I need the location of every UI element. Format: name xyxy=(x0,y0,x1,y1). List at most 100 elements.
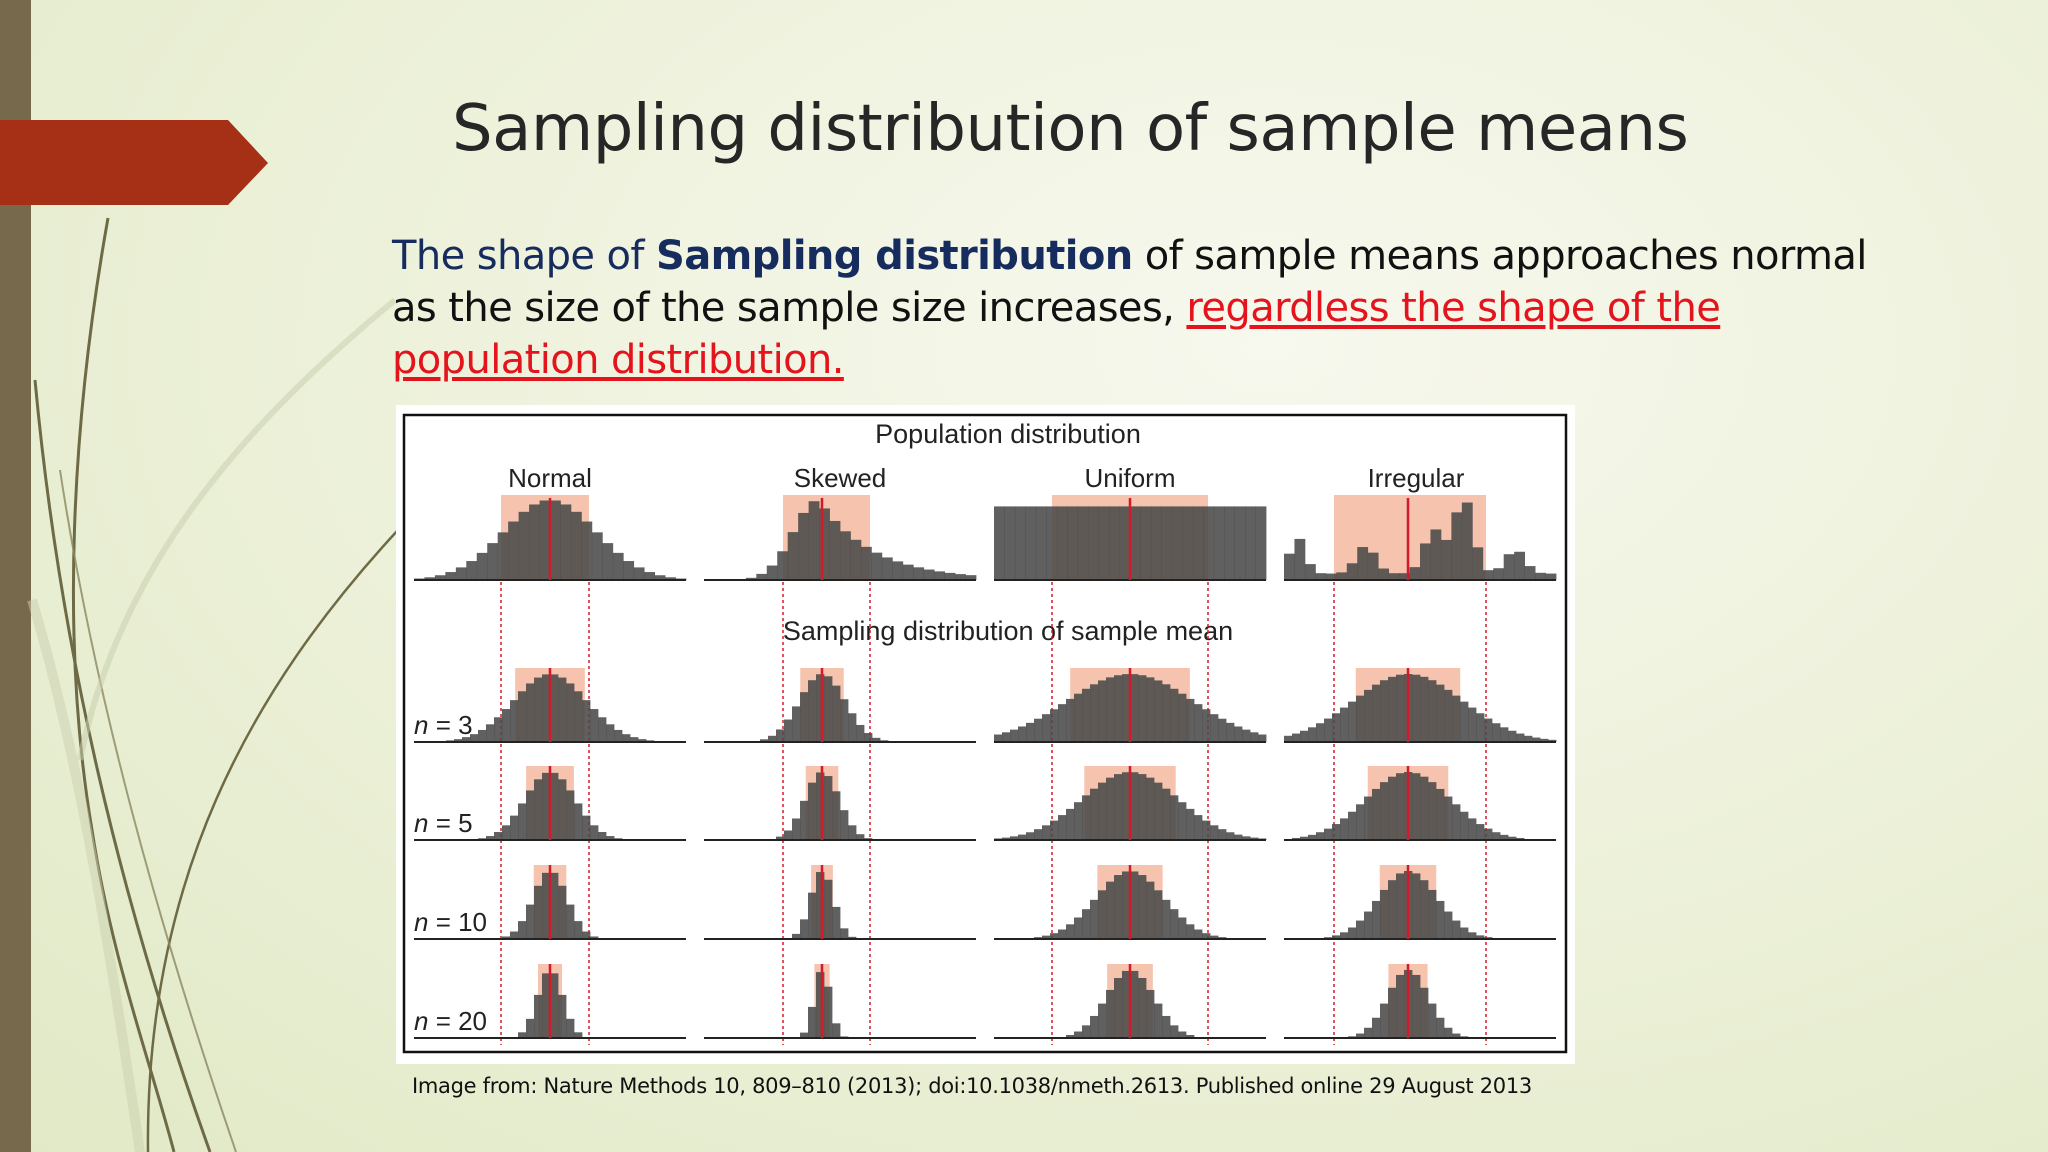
sampling-bar xyxy=(1010,836,1019,840)
sampling-bar xyxy=(558,677,567,742)
sampling-bar xyxy=(1018,834,1027,840)
sampling-bar xyxy=(566,1018,575,1038)
sampling-bar xyxy=(1388,880,1397,939)
sampling-bar xyxy=(824,986,833,1038)
population-bar xyxy=(1535,572,1546,580)
sampling-bar xyxy=(550,872,559,939)
sampling-bar xyxy=(994,734,1003,742)
sampling-bar xyxy=(1412,674,1421,742)
sampling-bar xyxy=(800,800,809,840)
sampling-bar xyxy=(1452,1033,1461,1038)
population-bar xyxy=(623,561,635,580)
sampling-bar xyxy=(1476,713,1485,742)
sampling-bar xyxy=(1146,881,1155,939)
sampling-bar xyxy=(792,706,801,742)
sampling-bar xyxy=(1066,1035,1075,1038)
population-bar xyxy=(955,574,966,580)
population-bar xyxy=(798,512,810,580)
sampling-bar xyxy=(1492,832,1501,840)
sampling-bar xyxy=(542,973,551,1038)
sampling-bar xyxy=(534,779,543,840)
population-bar xyxy=(1440,539,1452,580)
sampling-bar xyxy=(1468,932,1477,939)
sampling-bar xyxy=(1324,718,1333,742)
sampling-bar xyxy=(526,1018,535,1038)
population-bar xyxy=(550,500,561,580)
sampling-bar xyxy=(1074,917,1083,939)
sampling-bar xyxy=(1292,733,1301,742)
population-bar xyxy=(1399,573,1410,580)
sampling-bar xyxy=(582,700,591,742)
population-bar xyxy=(902,564,914,580)
sampling-bar xyxy=(1050,933,1059,939)
sampling-bar xyxy=(574,1032,583,1038)
sampling-bar xyxy=(1284,735,1293,742)
sampling-bar xyxy=(1340,818,1349,840)
sampling-bar xyxy=(558,885,567,939)
sampling-bar xyxy=(1388,776,1397,840)
sampling-bar xyxy=(1178,1031,1187,1038)
population-bar xyxy=(1109,506,1120,580)
sampling-bar xyxy=(1308,727,1317,742)
sampling-bar xyxy=(534,885,543,939)
population-bar xyxy=(829,520,841,580)
population-bar xyxy=(777,551,789,580)
sampling-bar xyxy=(1444,796,1453,840)
sampling-bar xyxy=(510,931,519,939)
population-bar xyxy=(1171,506,1183,580)
sampling-bar xyxy=(1194,929,1203,939)
sampling-bar xyxy=(1420,776,1429,840)
population-bar xyxy=(1014,506,1026,580)
sampling-bar xyxy=(1332,935,1341,939)
sampling-bar xyxy=(1380,1003,1389,1038)
sampling-bar xyxy=(1178,802,1187,840)
sampling-bar xyxy=(1364,689,1373,742)
sampling-bar xyxy=(606,836,615,840)
population-bar xyxy=(881,557,893,580)
sampling-bar xyxy=(1210,935,1219,939)
population-bar xyxy=(944,572,956,580)
sampling-bar xyxy=(1516,837,1525,840)
sampling-bar xyxy=(816,872,825,939)
sampling-bar xyxy=(1436,788,1445,840)
population-bar xyxy=(1203,506,1215,580)
population-bar xyxy=(1378,568,1390,580)
sampling-bar xyxy=(1114,774,1123,840)
sampling-bar xyxy=(534,994,543,1038)
sampling-bar xyxy=(558,994,567,1038)
sampling-figure: Population distribution Sampling distrib… xyxy=(396,405,1575,1064)
sampling-bar xyxy=(1082,1025,1091,1038)
sampling-bar xyxy=(1034,829,1043,840)
sampling-bar xyxy=(1186,808,1195,840)
sampling-bar xyxy=(1492,723,1501,742)
population-bar xyxy=(508,521,520,580)
population-bar xyxy=(1088,506,1100,580)
sampling-bar xyxy=(1372,684,1381,742)
sampling-bar xyxy=(1026,832,1035,840)
population-bar xyxy=(1304,564,1316,580)
body-text-link[interactable]: regardless the shape of the population d… xyxy=(392,285,1721,383)
sampling-bar xyxy=(606,724,615,742)
sampling-bar xyxy=(1122,970,1131,1038)
sampling-bar xyxy=(1332,713,1341,742)
sampling-bar xyxy=(816,772,825,840)
population-bar xyxy=(994,506,1005,580)
sampling-bar xyxy=(1348,811,1357,840)
left-curve xyxy=(59,469,237,1152)
sampling-bar xyxy=(1428,889,1437,939)
sampling-bar xyxy=(1242,836,1251,840)
sampling-bar xyxy=(1364,1027,1373,1038)
sampling-bar xyxy=(1034,718,1043,742)
sampling-bar xyxy=(550,674,559,742)
sampling-bar xyxy=(1540,738,1549,742)
sampling-bar xyxy=(832,685,841,742)
sampling-bar xyxy=(1002,732,1011,742)
sampling-bar xyxy=(1098,890,1107,939)
body-text-main: of sample means approaches normal as the… xyxy=(392,233,1867,331)
left-curve xyxy=(77,297,397,761)
population-bar xyxy=(1294,538,1306,580)
sampling-bar xyxy=(574,921,583,939)
sampling-bar xyxy=(1066,698,1075,742)
sampling-bar xyxy=(542,772,551,840)
